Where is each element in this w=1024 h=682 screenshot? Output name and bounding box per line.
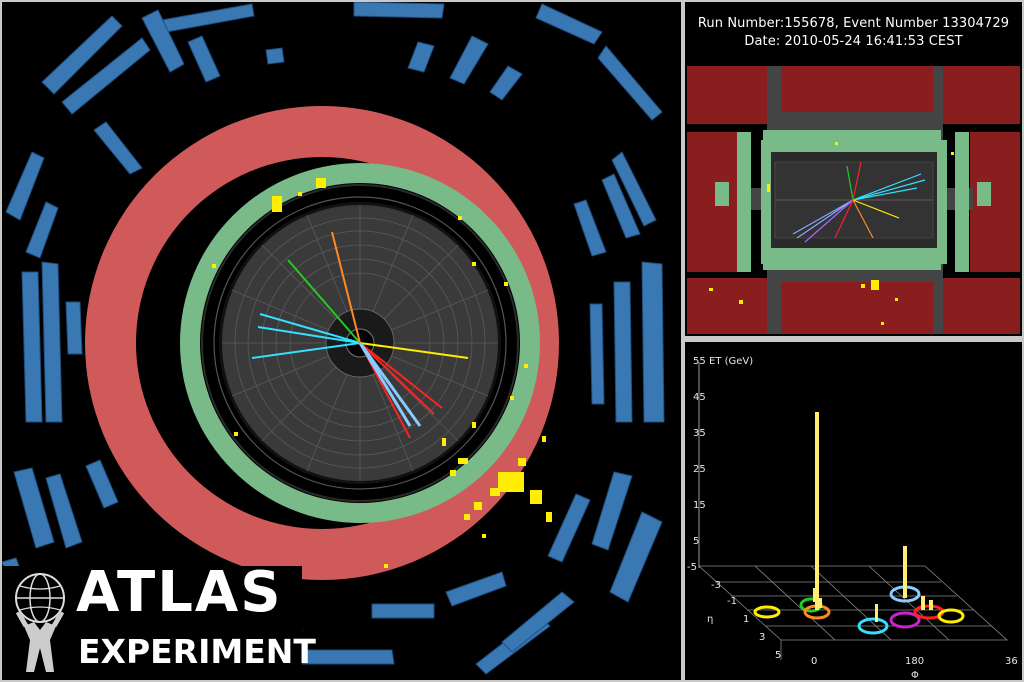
rz-view-canvas <box>687 66 1020 334</box>
eta-tick-1: 1 <box>743 614 749 625</box>
lego-plot-canvas: 55 ET (GeV) 45 35 25 15 5 -5 -3 -1 1 3 5… <box>687 356 1018 680</box>
xy-view-canvas <box>2 2 665 675</box>
eta-axis-label: η <box>707 614 713 625</box>
phi-tick-180: 180 <box>905 656 924 667</box>
et-tick-25: 25 <box>693 464 706 475</box>
rz-view-panel: Run Number:155678, Event Number 13304729… <box>685 2 1022 336</box>
phi-tick-36: 36 <box>1005 656 1018 667</box>
lego-grid <box>697 565 1009 660</box>
tracks <box>251 231 469 439</box>
et-tick-15: 15 <box>693 500 706 511</box>
lego-plot-panel: 55 ET (GeV) 45 35 25 15 5 -5 -3 -1 1 3 5… <box>685 342 1022 680</box>
et-tick-35: 35 <box>693 428 706 439</box>
eta-tick-3: 3 <box>759 632 765 643</box>
atlas-figure-icon <box>15 573 65 672</box>
atlas-logo: ATLAS EXPERIMENT <box>2 560 316 680</box>
muon-chambers <box>2 2 665 675</box>
et-tick-45: 45 <box>693 392 706 403</box>
et-tick-m5: -5 <box>687 562 697 573</box>
phi-tick-0: 0 <box>811 656 817 667</box>
eta-tick-m3: -3 <box>711 580 721 591</box>
logo-subtitle: EXPERIMENT <box>78 632 316 671</box>
run-number-line: Run Number:155678, Event Number 13304729 <box>697 16 1010 31</box>
phi-axis-label: Φ <box>911 670 919 680</box>
energy-towers <box>813 412 933 622</box>
xy-view-panel: ATLAS EXPERIMENT <box>2 2 681 680</box>
energy-deposits <box>212 178 552 568</box>
eta-tick-5: 5 <box>775 650 781 661</box>
logo-title: ATLAS <box>76 560 283 625</box>
date-line: Date: 2010-05-24 16:41:53 CEST <box>744 34 963 49</box>
et-axis-label: ET (GeV) <box>709 356 753 367</box>
eta-tick-m1: -1 <box>727 596 737 607</box>
et-tick-55: 55 <box>693 356 706 367</box>
et-tick-5: 5 <box>693 536 699 547</box>
